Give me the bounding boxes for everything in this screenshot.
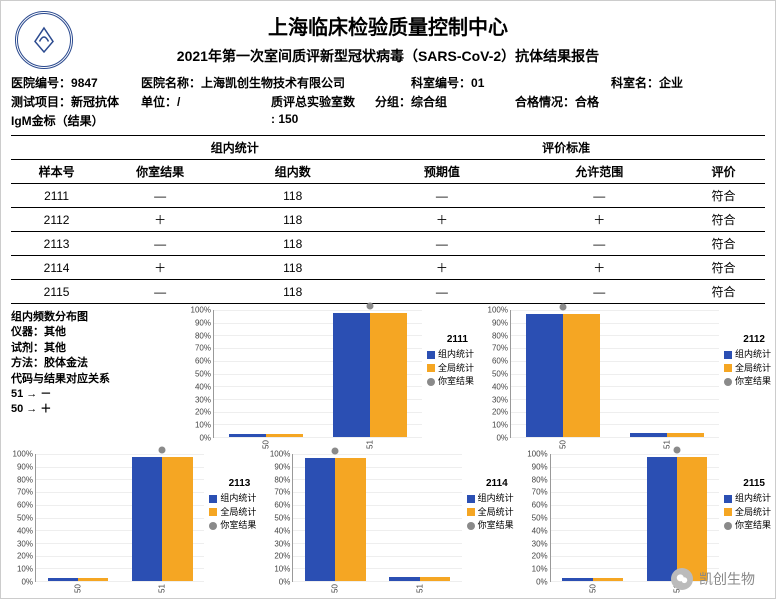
freq-chart: 5051100%90%80%70%60%50%40%30%20%10%0%211… <box>11 454 250 594</box>
table-row: 2115—118——符合 <box>11 280 765 304</box>
report-header: 上海临床检验质量控制中心 2021年第一次室间质评新型冠状病毒（SARS-CoV… <box>11 11 765 66</box>
dept-code: 科室编号：01 <box>411 74 611 91</box>
report-title: 上海临床检验质量控制中心 <box>11 11 765 40</box>
th-sample: 样本号 <box>11 160 102 184</box>
meta-block: 医院编号：9847 医院名称：上海凯创生物技术有限公司 科室编号：01 科室名：… <box>11 74 765 129</box>
th-expected: 预期值 <box>367 160 516 184</box>
group: 分组：综合组 <box>375 93 515 110</box>
freq-chart: 5051100%90%80%70%60%50%40%30%20%10%0%211… <box>268 454 507 594</box>
table-row: 2111—118——符合 <box>11 184 765 208</box>
freq-chart: 5051100%90%80%70%60%50%40%30%20%10%0%211… <box>486 310 765 450</box>
freq-chart: 5051100%90%80%70%60%50%40%30%20%10%0%211… <box>189 310 468 450</box>
results-table: 组内统计 评价标准 样本号 你室结果 组内数 预期值 允许范围 评价 2111—… <box>11 135 765 304</box>
unit: 单位：/ <box>141 93 271 110</box>
chart-grid-row1: 组内频数分布图 仪器：其他 试剂：其他 方法：胶体金法 代码与结果对应关系 51… <box>11 310 765 450</box>
dept-name: 科室名：企业 <box>611 74 683 91</box>
th-count: 组内数 <box>218 160 367 184</box>
lab-total-value: : 150 <box>271 112 298 129</box>
th-group1: 组内统计 <box>102 136 367 160</box>
org-logo <box>15 11 73 69</box>
watermark: 凯创生物 <box>671 568 755 590</box>
test-item: 测试项目：新冠抗体 <box>11 93 141 110</box>
table-row: 2112＋118＋＋符合 <box>11 208 765 232</box>
lab-total-label: 质评总实验室数 <box>271 93 355 110</box>
chart-info-box: 组内频数分布图 仪器：其他 试剂：其他 方法：胶体金法 代码与结果对应关系 51… <box>11 310 171 450</box>
table-row: 2114＋118＋＋符合 <box>11 256 765 280</box>
hospital-name: 医院名称：上海凯创生物技术有限公司 <box>141 74 411 91</box>
pass-status: 合格情况：合格 <box>515 93 599 110</box>
th-group2: 评价标准 <box>367 136 765 160</box>
report-page: 上海临床检验质量控制中心 2021年第一次室间质评新型冠状病毒（SARS-CoV… <box>0 0 776 599</box>
report-subtitle: 2021年第一次室间质评新型冠状病毒（SARS-CoV-2）抗体结果报告 <box>11 46 765 66</box>
chart-grid-row2: 5051100%90%80%70%60%50%40%30%20%10%0%211… <box>11 454 765 594</box>
igm-line: IgM金标（结果） <box>11 112 141 129</box>
wechat-icon <box>671 568 693 590</box>
hospital-code: 医院编号：9847 <box>11 74 141 91</box>
th-result: 你室结果 <box>102 160 218 184</box>
table-row: 2113—118——符合 <box>11 232 765 256</box>
th-range: 允许范围 <box>516 160 682 184</box>
th-eval: 评价 <box>682 160 765 184</box>
watermark-text: 凯创生物 <box>699 569 755 589</box>
